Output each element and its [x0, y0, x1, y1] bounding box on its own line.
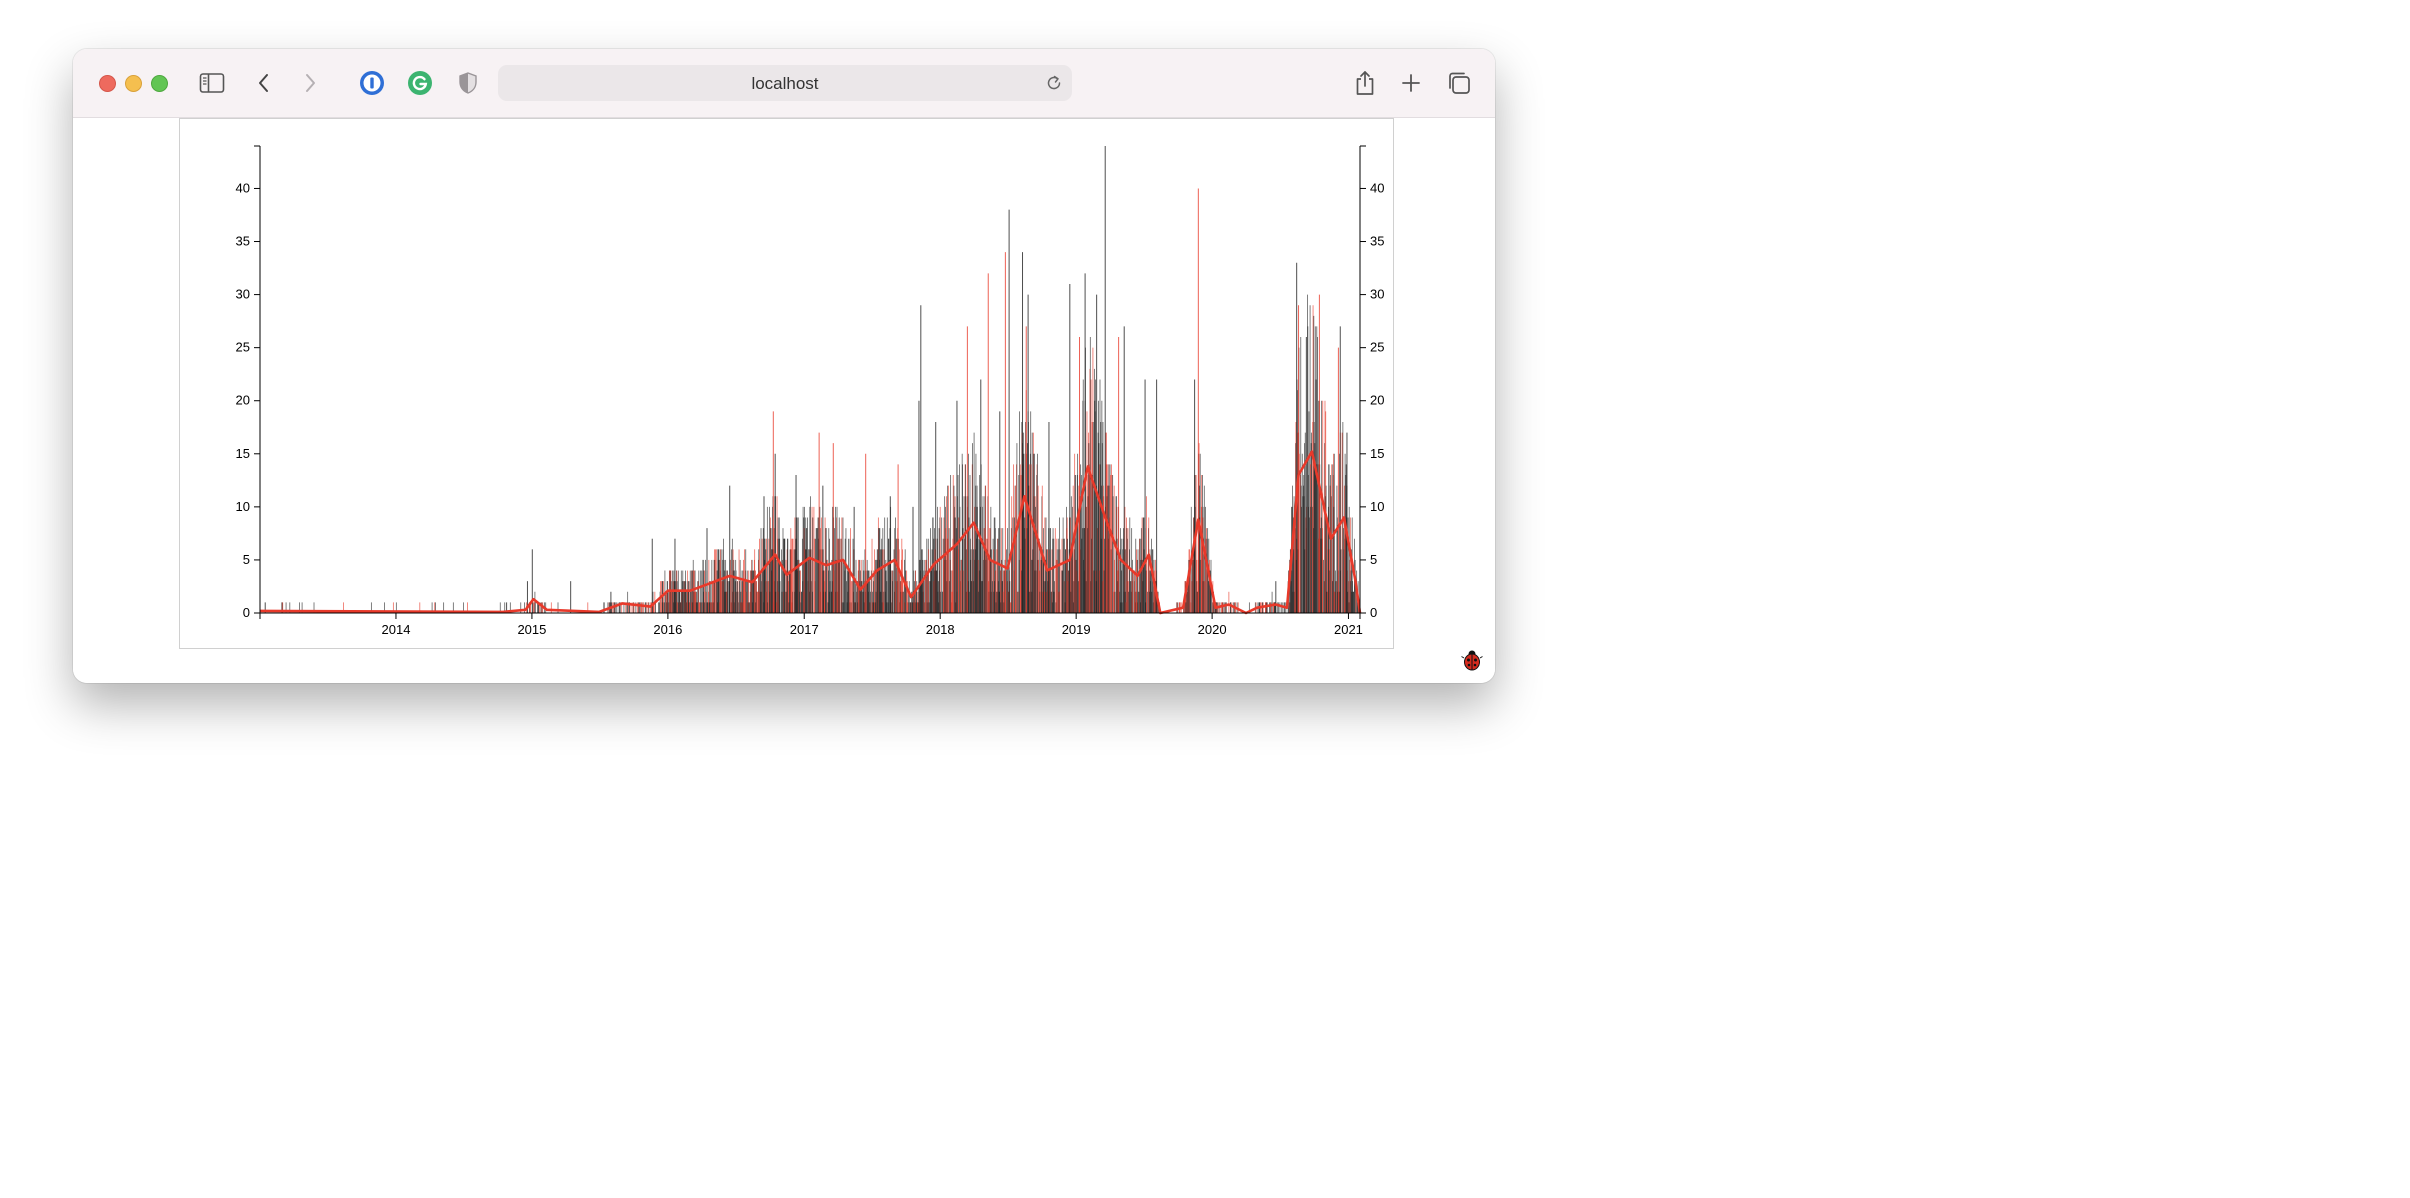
y-tick-label-right: 25	[1370, 340, 1384, 355]
sidebar-toggle-button[interactable]	[197, 68, 227, 98]
forward-button[interactable]	[295, 68, 325, 98]
address-bar[interactable]: localhost	[498, 65, 1072, 101]
y-tick-label-left: 35	[236, 234, 250, 249]
shield-icon	[459, 72, 477, 94]
x-tick-label: 2018	[926, 622, 955, 637]
grammarly-extension-button[interactable]	[405, 68, 435, 98]
tab-overview-button[interactable]	[1444, 68, 1474, 98]
bars-layer	[264, 146, 1360, 613]
grammarly-icon	[408, 71, 432, 95]
browser-toolbar: localhost	[73, 49, 1495, 118]
address-text: localhost	[751, 74, 819, 93]
line-layer	[259, 450, 1362, 615]
browser-window: localhost	[73, 49, 1495, 683]
y-tick-label-left: 20	[236, 393, 250, 408]
x-tick-label: 2017	[790, 622, 819, 637]
y-tick-label-right: 30	[1370, 287, 1384, 302]
back-icon	[259, 74, 268, 92]
reload-icon[interactable]	[1044, 73, 1064, 93]
y-tick-label-left: 15	[236, 446, 250, 461]
share-button[interactable]	[1350, 68, 1380, 98]
chart-frame: 0 0 5 5 10 10 15 15 20 20 25 25 30 30 35 35 40 40 2014 2015…	[179, 118, 1394, 649]
x-tick-label: 2016	[653, 622, 682, 637]
y-tick-label-right: 20	[1370, 393, 1384, 408]
moving-average-line	[259, 450, 1362, 615]
back-button[interactable]	[249, 68, 279, 98]
y-tick-label-left: 0	[243, 605, 250, 620]
plus-icon	[1402, 74, 1420, 92]
x-tick-label: 2015	[517, 622, 546, 637]
y-tick-label-right: 35	[1370, 234, 1384, 249]
x-tick-label: 2019	[1062, 622, 1091, 637]
close-window-button[interactable]	[99, 75, 116, 92]
page-content: 0 0 5 5 10 10 15 15 20 20 25 25 30 30 35 35 40 40 2014 2015…	[73, 118, 1495, 683]
1password-icon	[360, 71, 384, 95]
x-tick-label: 2021	[1334, 622, 1363, 637]
y-tick-label-right: 5	[1370, 552, 1377, 567]
y-tick-label-right: 15	[1370, 446, 1384, 461]
privacy-extension-button[interactable]	[453, 68, 483, 98]
y-tick-label-left: 30	[236, 287, 250, 302]
sidebar-icon	[199, 73, 225, 93]
y-tick-label-left: 5	[243, 552, 250, 567]
new-tab-button[interactable]	[1396, 68, 1426, 98]
y-tick-label-left: 10	[236, 499, 250, 514]
y-tick-label-right: 40	[1370, 180, 1384, 195]
tabs-icon	[1449, 72, 1470, 94]
forward-icon	[306, 74, 315, 92]
zoom-window-button[interactable]	[151, 75, 168, 92]
x-tick-label: 2014	[382, 622, 411, 637]
1password-extension-button[interactable]	[357, 68, 387, 98]
ladybug-icon[interactable]	[1461, 648, 1483, 672]
y-tick-label-right: 0	[1370, 605, 1377, 620]
y-tick-label-left: 25	[236, 340, 250, 355]
share-icon	[1356, 71, 1374, 95]
y-tick-label-left: 40	[236, 180, 250, 195]
minimize-window-button[interactable]	[125, 75, 142, 92]
y-tick-label-right: 10	[1370, 499, 1384, 514]
x-tick-label: 2020	[1198, 622, 1227, 637]
